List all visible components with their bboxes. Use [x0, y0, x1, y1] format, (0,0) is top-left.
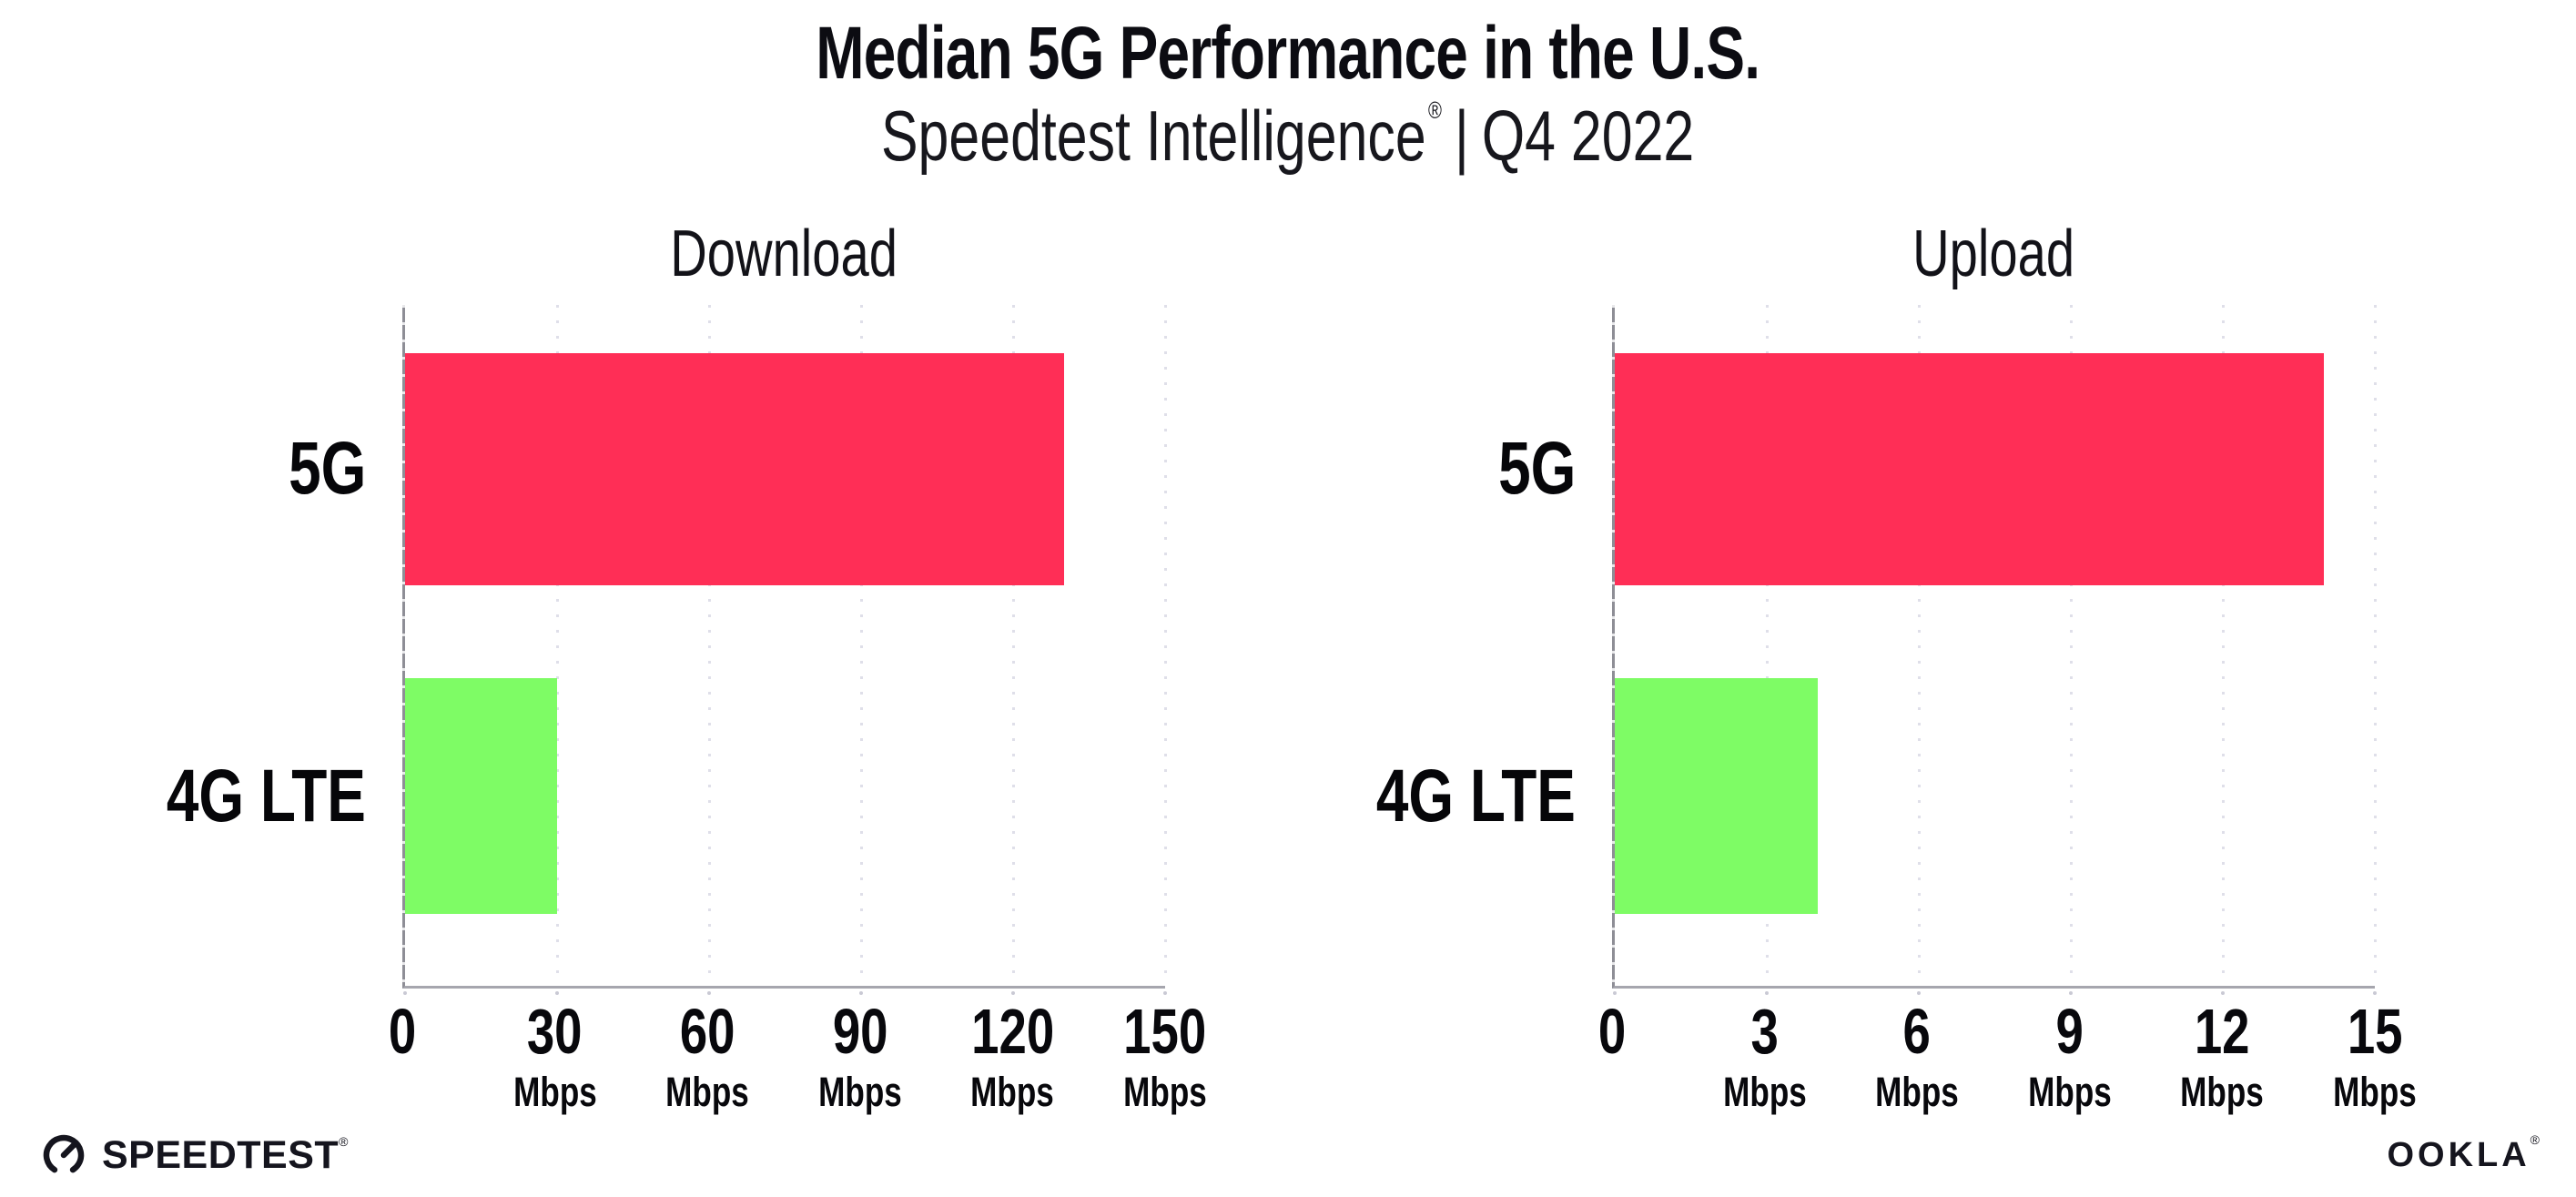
axis-tick — [1163, 991, 1167, 995]
registered-mark: ® — [1428, 96, 1443, 124]
gridline — [556, 305, 559, 986]
category-label-text: 4G LTE — [1375, 755, 1576, 837]
tick-number: 9 — [2055, 996, 2084, 1067]
tick-unit: Mbps — [2333, 1069, 2417, 1115]
download-chart-panel: Download 5G 4G LTE 0 — [167, 0, 1207, 1197]
gridline — [2070, 305, 2073, 986]
download-category-label-4g-lte: 4G LTE — [20, 746, 366, 847]
ookla-wordmark: OOKLA — [2387, 1136, 2530, 1174]
axis-tick — [2221, 991, 2225, 995]
x-tick-label: 3 Mbps — [1711, 999, 1819, 1112]
speedtest-registered-mark: ® — [339, 1133, 349, 1149]
tick-number: 0 — [388, 996, 417, 1067]
upload-category-label-5g: 5G — [1230, 419, 1576, 519]
tick-number: 15 — [2347, 996, 2403, 1067]
tick-number: 150 — [1123, 996, 1207, 1067]
tick-unit: Mbps — [1722, 1069, 1807, 1115]
upload-chart-panel: Upload 5G 4G LTE 0 — [1376, 0, 2417, 1197]
download-chart-title-text: Download — [670, 218, 898, 290]
speedtest-wordmark: SPEEDTEST — [102, 1132, 340, 1177]
x-tick-label: 12 Mbps — [2169, 999, 2277, 1112]
subtitle-brand: Speedtest Intelligence — [881, 96, 1427, 176]
speedtest-gauge-icon — [43, 1134, 85, 1176]
x-tick-label: 0 — [385, 999, 421, 1063]
download-x-axis-labels: 0 30 Mbps 60 Mbps 90 Mbps 120 Mbps 150 M… — [389, 999, 1207, 1145]
upload-plot-area — [1612, 305, 2377, 995]
x-tick-label: 60 Mbps — [654, 999, 761, 1112]
subtitle-period: Q4 2022 — [1482, 96, 1695, 176]
upload-x-axis-labels: 0 3 Mbps 6 Mbps 9 Mbps 12 Mbps 15 Mbps — [1598, 999, 2417, 1145]
axis-tick — [1917, 991, 1921, 995]
bar-5g-download — [405, 353, 1064, 585]
tick-number: 30 — [527, 996, 583, 1067]
axis-tick — [2069, 991, 2073, 995]
tick-number: 3 — [1750, 996, 1779, 1067]
x-tick-label: 30 Mbps — [502, 999, 609, 1112]
tick-unit: Mbps — [2180, 1069, 2265, 1115]
axis-tick — [707, 991, 711, 995]
page-title: Median 5G Performance in the U.S. — [0, 11, 2576, 96]
page-subtitle: Speedtest Intelligence® | Q4 2022 — [0, 95, 2576, 178]
category-label-text: 5G — [1497, 427, 1576, 510]
x-tick-label: 9 Mbps — [2016, 999, 2124, 1112]
tick-number: 120 — [970, 996, 1054, 1067]
tick-unit: Mbps — [1123, 1069, 1207, 1115]
category-label-text: 5G — [288, 427, 366, 510]
page-title-text: Median 5G Performance in the U.S. — [816, 12, 1761, 95]
tick-number: 6 — [1903, 996, 1932, 1067]
tick-unit: Mbps — [817, 1069, 902, 1115]
page-subtitle-text: Speedtest Intelligence® | Q4 2022 — [881, 95, 1694, 178]
x-tick-label: 150 Mbps — [1111, 999, 1219, 1112]
download-plot-area — [402, 305, 1167, 995]
download-category-label-5g: 5G — [20, 419, 366, 519]
tick-unit: Mbps — [512, 1069, 597, 1115]
x-tick-label: 120 Mbps — [959, 999, 1067, 1112]
axis-tick — [403, 991, 407, 995]
tick-number: 12 — [2195, 996, 2250, 1067]
axis-tick — [1011, 991, 1015, 995]
bar-4g-lte-upload — [1615, 678, 1818, 914]
tick-unit: Mbps — [970, 1069, 1055, 1115]
tick-unit: Mbps — [1875, 1069, 1960, 1115]
ookla-logo: OOKLA® — [2387, 1132, 2540, 1175]
gridline — [860, 305, 863, 986]
speedtest-logo: SPEEDTEST® — [40, 1131, 349, 1179]
tick-unit: Mbps — [2027, 1069, 2112, 1115]
axis-tick — [1765, 991, 1769, 995]
category-label-text: 4G LTE — [166, 755, 366, 837]
gridline — [2374, 305, 2377, 986]
tick-unit: Mbps — [665, 1069, 750, 1115]
tick-number: 60 — [679, 996, 735, 1067]
gridline — [1164, 305, 1167, 986]
axis-tick — [1613, 991, 1617, 995]
tick-number: 0 — [1597, 996, 1627, 1067]
bar-4g-lte-download — [405, 678, 557, 914]
x-tick-label: 0 — [1595, 999, 1630, 1063]
x-tick-label: 15 Mbps — [2321, 999, 2429, 1112]
gridline — [708, 305, 711, 986]
upload-chart-title-text: Upload — [1912, 218, 2074, 290]
x-tick-label: 6 Mbps — [1863, 999, 1971, 1112]
axis-tick — [555, 991, 559, 995]
axis-tick — [859, 991, 863, 995]
subtitle-separator: | — [1455, 96, 1470, 176]
upload-chart-title: Upload — [1612, 217, 2375, 291]
bar-5g-upload — [1615, 353, 2325, 585]
gridline — [1012, 305, 1015, 986]
gridline — [1766, 305, 1769, 986]
ookla-registered-mark: ® — [2530, 1132, 2540, 1147]
axis-tick — [2373, 991, 2377, 995]
tick-number: 90 — [832, 996, 888, 1067]
x-tick-label: 90 Mbps — [806, 999, 914, 1112]
download-chart-title: Download — [402, 217, 1165, 291]
gridline — [1918, 305, 1921, 986]
gridline — [2222, 305, 2225, 986]
upload-category-label-4g-lte: 4G LTE — [1230, 746, 1576, 847]
